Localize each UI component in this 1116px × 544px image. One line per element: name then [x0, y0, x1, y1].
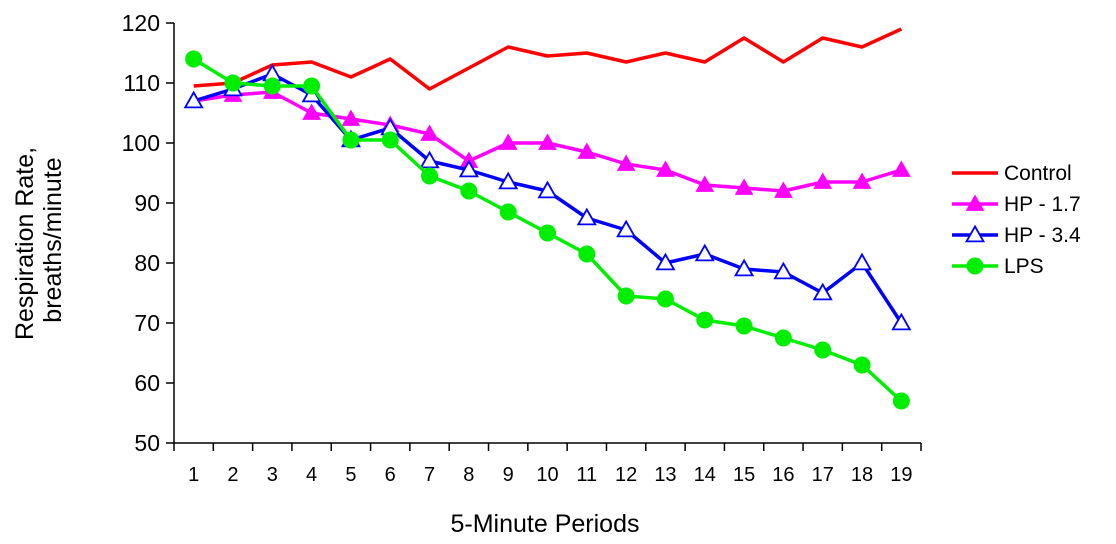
legend-item-control: Control [952, 162, 1072, 185]
x-tick-label: 19 [890, 464, 912, 486]
data-point-hp-3-4 [498, 171, 519, 190]
data-point-lps [303, 77, 321, 95]
series-control [193, 27, 903, 91]
data-point-hp-3-4 [694, 243, 715, 262]
series-layer [183, 27, 912, 410]
y-axis-title-line-2: breaths/minute [39, 157, 67, 322]
legend-swatch-marker [965, 194, 985, 211]
data-point-hp-3-4 [419, 150, 440, 169]
legend-item-hp-3-4: HP - 3.4 [952, 224, 1081, 247]
x-tick-label: 9 [503, 464, 514, 486]
series-line-control [193, 27, 903, 91]
legend-item-hp-1-7: HP - 1.7 [952, 193, 1081, 216]
data-point-hp-3-4 [458, 159, 479, 178]
series-lps [185, 50, 910, 410]
data-point-hp-1-7 [734, 178, 754, 195]
data-point-lps [421, 167, 439, 185]
data-point-lps [617, 287, 635, 305]
data-point-lps [735, 317, 753, 335]
data-point-lps [539, 224, 556, 242]
x-tick-label: 11 [576, 464, 597, 486]
data-point-lps [381, 131, 399, 149]
data-point-hp-1-7 [302, 103, 321, 120]
legend-item-lps: LPS [952, 255, 1044, 278]
x-tick-label: 2 [227, 464, 238, 486]
x-tick-label: 16 [772, 464, 794, 486]
data-point-hp-1-7 [695, 175, 715, 192]
x-tick-label: 14 [694, 464, 716, 486]
data-point-lps [696, 311, 714, 329]
data-point-hp-3-4 [655, 252, 676, 271]
data-point-lps [342, 131, 360, 149]
data-point-lps [499, 203, 517, 221]
x-tick-label: 3 [267, 464, 278, 486]
data-point-lps [774, 329, 792, 347]
data-point-hp-1-7 [656, 160, 675, 177]
data-point-hp-1-7 [538, 133, 557, 150]
y-tick-label: 60 [134, 370, 160, 396]
x-tick-label: 8 [463, 464, 474, 486]
x-tick-label: 18 [851, 464, 873, 486]
x-tick-label: 4 [306, 464, 317, 486]
x-tick-label: 13 [654, 464, 676, 486]
data-point-hp-3-4 [891, 312, 912, 331]
y-tick-label: 90 [134, 190, 160, 216]
data-point-hp-3-4 [812, 282, 833, 301]
legend: Control HP - 1.7 HP - 3.4 LPS [952, 162, 1081, 278]
y-tick-label: 50 [134, 430, 160, 456]
series-hp-1-7 [184, 82, 911, 198]
data-point-hp-3-4 [851, 252, 873, 271]
data-point-lps [578, 245, 596, 263]
data-point-lps [460, 182, 478, 200]
data-point-hp-1-7 [891, 160, 911, 177]
x-tick-label: 17 [812, 464, 834, 486]
legend-label: HP - 1.7 [1004, 193, 1081, 216]
y-axis-title-line-1: Respiration Rate, [11, 147, 39, 340]
data-point-hp-3-4 [537, 180, 558, 199]
x-tick-label: 12 [615, 464, 637, 486]
x-tick-label: 6 [385, 464, 396, 486]
y-axis-title: Respiration Rate, breaths/minute [11, 140, 67, 340]
legend-swatch-marker [964, 224, 986, 243]
data-point-hp-1-7 [420, 124, 439, 141]
data-point-hp-1-7 [852, 172, 872, 189]
x-tick-label: 5 [345, 464, 356, 486]
data-point-hp-1-7 [341, 109, 361, 126]
data-point-hp-3-4 [183, 90, 204, 109]
legend-label: LPS [1004, 255, 1044, 278]
x-tick-label: 1 [188, 464, 199, 486]
x-axis-title: 5-Minute Periods [451, 510, 640, 538]
data-point-hp-1-7 [616, 154, 636, 171]
data-point-hp-3-4 [616, 219, 637, 238]
data-point-hp-3-4 [734, 258, 755, 277]
y-tick-label: 70 [134, 310, 160, 336]
data-point-lps [185, 50, 203, 68]
data-point-hp-1-7 [577, 142, 597, 159]
legend-swatch-marker [966, 257, 984, 275]
data-point-lps [224, 74, 242, 92]
y-tick-label: 80 [134, 250, 160, 276]
legend-label: HP - 3.4 [1004, 224, 1081, 247]
data-point-lps [853, 356, 871, 374]
data-point-lps [892, 392, 910, 410]
y-tick-label: 110 [123, 70, 160, 96]
series-line-hp-3-4 [193, 72, 903, 324]
data-point-hp-1-7 [813, 172, 833, 189]
data-point-lps [814, 341, 832, 359]
data-point-hp-1-7 [774, 181, 793, 198]
y-tick-label: 120 [122, 10, 160, 36]
x-tick-label: 10 [536, 464, 558, 486]
data-point-hp-3-4 [773, 261, 794, 280]
x-tick-label: 15 [733, 464, 755, 486]
y-tick-label: 100 [122, 130, 160, 156]
data-point-lps [263, 77, 281, 95]
data-point-hp-1-7 [498, 133, 518, 150]
data-point-hp-3-4 [576, 207, 597, 226]
x-tick-label: 7 [424, 464, 435, 486]
data-point-lps [656, 290, 674, 308]
legend-label: Control [1004, 162, 1072, 185]
